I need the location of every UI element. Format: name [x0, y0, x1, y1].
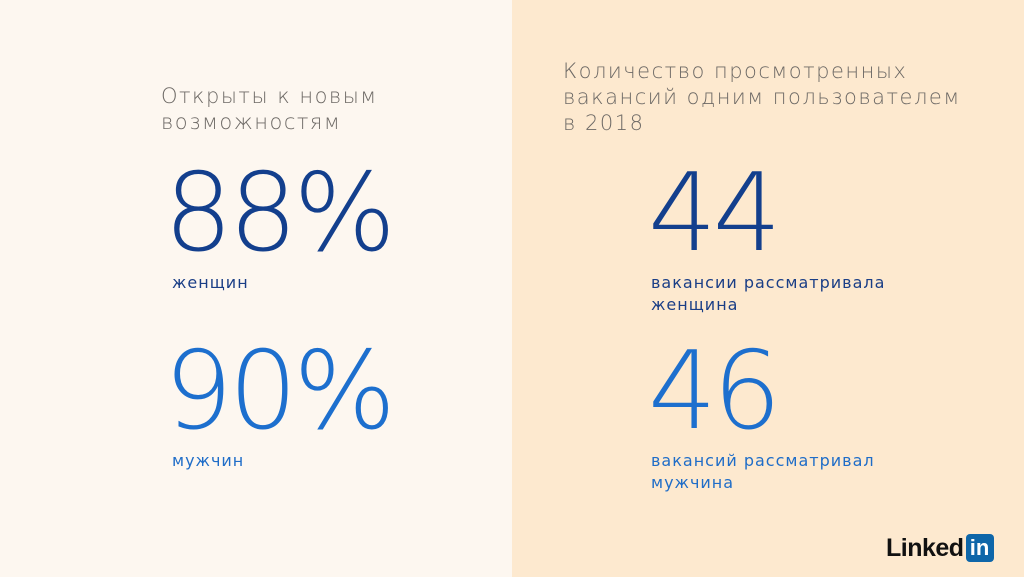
men-open-label: мужчин: [172, 450, 244, 472]
left-heading: Открыты к новым возможностям: [161, 83, 378, 135]
logo-in-box: in: [965, 534, 994, 562]
left-panel: [0, 0, 512, 577]
right-heading-line-1: Количество просмотренных: [563, 59, 908, 83]
left-heading-line-2: возможностям: [161, 110, 342, 134]
men-vacancies-label-line-1: вакансий рассматривал: [651, 451, 875, 470]
women-open-label-line-1: женщин: [172, 273, 249, 292]
men-vacancies-label: вакансий рассматривал мужчина: [651, 450, 875, 494]
men-open-label-line-1: мужчин: [172, 451, 245, 470]
right-heading-line-3: в 2018: [563, 111, 645, 135]
linkedin-logo: Linked in: [886, 532, 994, 564]
women-open-label: женщин: [172, 272, 249, 294]
women-open-percent: 88%: [164, 151, 396, 276]
men-open-percent: 90%: [164, 329, 396, 454]
women-vacancies-label-line-2: женщина: [651, 295, 739, 314]
right-panel: [512, 0, 1024, 577]
men-vacancies-count: 46: [648, 329, 781, 454]
right-heading: Количество просмотренных вакансий одним …: [563, 58, 961, 136]
logo-word: Linked: [886, 534, 964, 562]
women-vacancies-count: 44: [648, 151, 781, 276]
left-heading-line-1: Открыты к новым: [161, 84, 378, 108]
men-vacancies-label-line-2: мужчина: [651, 473, 735, 492]
women-vacancies-label: вакансии рассматривала женщина: [651, 272, 885, 316]
women-vacancies-label-line-1: вакансии рассматривала: [651, 273, 886, 292]
right-heading-line-2: вакансий одним пользователем: [563, 85, 961, 109]
